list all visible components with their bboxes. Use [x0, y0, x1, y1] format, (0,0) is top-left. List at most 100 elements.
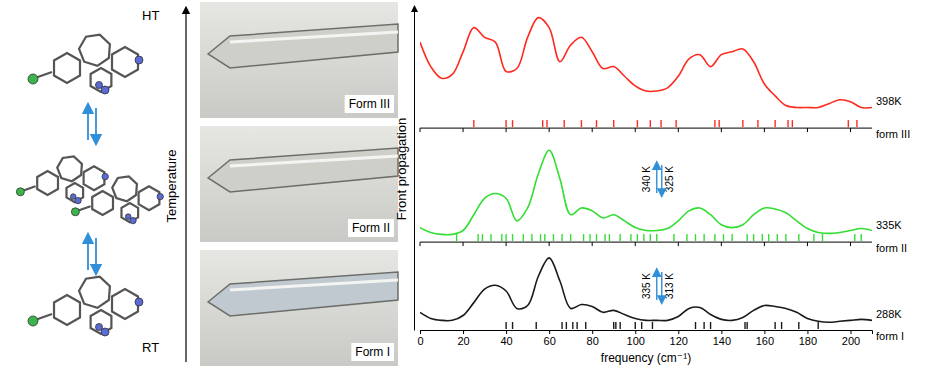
atom [102, 173, 108, 179]
x-tick: 80 [587, 330, 599, 347]
mode-stick [490, 234, 491, 241]
mode-stick [798, 322, 799, 329]
annotations: 340 K325 K335 K313 K [641, 165, 675, 300]
baseline-tick [463, 242, 464, 246]
crystal [208, 148, 398, 192]
x-tick-label: 0 [417, 335, 423, 347]
mode-stick [641, 322, 642, 329]
baseline-tick [635, 242, 636, 246]
x-tick-mark [592, 330, 593, 334]
label-box [345, 95, 394, 113]
annotation-arrow [661, 272, 662, 300]
mode-stick [777, 234, 778, 241]
mode-stick [731, 234, 732, 241]
baseline [420, 242, 872, 243]
transition-arrow [87, 108, 89, 140]
mode-stick [723, 234, 724, 241]
y-axis-title: Front propagation [394, 118, 409, 221]
x-axis-title: frequency (cm⁻¹) [601, 351, 691, 365]
series-labels: 398Kform III335Kform II288Kform I [876, 95, 910, 342]
x-tick-mark [635, 330, 636, 334]
micrograph: Form II [200, 126, 398, 242]
ring [139, 186, 160, 210]
y-axis-line [414, 9, 415, 331]
mode-stick [675, 120, 676, 127]
photo [200, 250, 398, 366]
atom [16, 188, 24, 196]
x-tick-label: 120 [670, 335, 688, 347]
atom [96, 324, 103, 331]
baseline-tick [678, 242, 679, 246]
baseline-tick [592, 128, 593, 132]
ring [112, 289, 138, 319]
mode-stick [604, 234, 605, 241]
mode-stick [630, 234, 631, 241]
mode-stick [531, 234, 532, 241]
mode-stick [757, 120, 758, 127]
mode-stick [505, 234, 506, 241]
mode-stick [589, 234, 590, 241]
temperature-label: 288K [876, 308, 902, 320]
ring [92, 191, 113, 215]
baseline-tick [549, 242, 550, 246]
ring [84, 166, 105, 190]
mode-stick [619, 322, 620, 329]
baseline-tick [420, 242, 421, 246]
micrographs-panel: Form IIIForm IIForm I [200, 2, 398, 366]
mode-stick [762, 234, 763, 241]
mode-stick [673, 234, 674, 241]
baseline-tick [721, 128, 722, 132]
molecule [28, 35, 143, 94]
x-tick: 20 [457, 330, 469, 347]
ring [54, 295, 80, 325]
mode-stick [774, 322, 775, 329]
structures-panel: HTRTTemperature [16, 8, 186, 362]
mode-stick [576, 322, 577, 329]
figure: HTRTTemperatureForm IIIForm IIForm IFron… [0, 0, 938, 370]
mode-stick [746, 234, 747, 241]
label-box [348, 219, 394, 237]
mode-stick [482, 234, 483, 241]
x-tick-mark [764, 330, 765, 334]
baseline-tick [592, 242, 593, 246]
mode-stick [596, 120, 597, 127]
atom [70, 194, 76, 200]
ring [79, 35, 110, 66]
mode-stick [637, 234, 638, 241]
baselines [420, 128, 872, 246]
mode-stick [686, 234, 687, 241]
mode-stick [501, 234, 502, 241]
atom [28, 316, 38, 326]
ring [79, 277, 110, 308]
mode-stick [512, 234, 513, 241]
x-tick-mark [678, 330, 679, 334]
mode-stick [792, 120, 793, 127]
x-tick-label: 180 [799, 335, 817, 347]
crystal-edge [230, 32, 398, 42]
mode-stick [710, 322, 711, 329]
x-tick-label: 200 [842, 335, 860, 347]
ring [112, 47, 138, 77]
micrograph-label: Form III [349, 97, 390, 111]
mode-stick [572, 322, 573, 329]
x-tick: 160 [756, 330, 774, 347]
x-tick: 120 [670, 330, 688, 347]
mode-stick [570, 234, 571, 241]
atom [71, 208, 79, 216]
bottom-label: RT [142, 340, 159, 355]
mode-stick [856, 120, 857, 127]
mode-stick [561, 322, 562, 329]
mode-stick [650, 120, 651, 127]
x-tick: 40 [500, 330, 512, 347]
mode-stick [561, 234, 562, 241]
mode-stick [505, 120, 506, 127]
baseline-tick [807, 128, 808, 132]
mode-stick [798, 234, 799, 241]
x-tick-mark [807, 330, 808, 334]
spectrum-line [420, 258, 872, 322]
mode-stick [637, 120, 638, 127]
baseline-tick [850, 242, 851, 246]
molecule [71, 176, 163, 223]
micrograph: Form III [200, 2, 398, 118]
mode-stick [583, 234, 584, 241]
